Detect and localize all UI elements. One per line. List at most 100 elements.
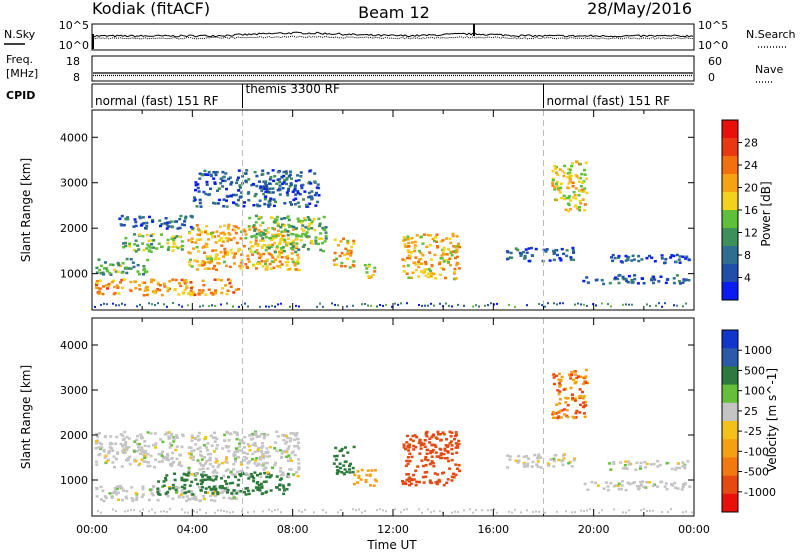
echo-cell [204, 491, 207, 494]
echo-cell [181, 496, 185, 499]
echo-cell [419, 447, 423, 450]
echo-cell [120, 278, 124, 282]
echo-cell [553, 459, 557, 463]
ground-scatter-cell [454, 510, 456, 513]
echo-cell [254, 192, 258, 196]
colorbar-cell [722, 192, 738, 211]
echo-cell [149, 250, 153, 254]
echo-cell [547, 464, 550, 467]
echo-cell [107, 449, 111, 453]
echo-cell [202, 478, 206, 482]
echo-cell [527, 247, 531, 250]
echo-cell [164, 456, 168, 459]
echo-cell [140, 458, 144, 461]
echo-cell [531, 460, 535, 464]
echo-cell [455, 235, 459, 238]
echo-cell [174, 245, 178, 248]
echo-cell [450, 458, 454, 462]
echo-cell [196, 227, 200, 230]
echo-cell [539, 456, 543, 459]
echo-cell [252, 479, 256, 483]
echo-cell [420, 262, 424, 265]
echo-cell [206, 442, 210, 445]
echo-cell [357, 474, 361, 478]
ground-scatter-cell [592, 303, 594, 306]
echo-cell [284, 170, 288, 173]
echo-cell [225, 482, 229, 486]
echo-cell [246, 254, 250, 257]
echo-cell [578, 189, 582, 193]
echo-cell [232, 454, 236, 457]
echo-cell [137, 442, 141, 446]
ground-scatter-cell [451, 511, 453, 514]
echo-cell [132, 265, 136, 269]
echo-cell [256, 449, 260, 453]
echo-cell [560, 196, 564, 200]
echo-cell [617, 281, 621, 285]
echo-cell [283, 228, 287, 232]
echo-cell [187, 490, 191, 493]
echo-cell [120, 444, 124, 448]
echo-cell [660, 254, 664, 257]
ground-scatter-cell [244, 302, 246, 305]
echo-cell [115, 487, 119, 490]
echo-cell [218, 239, 221, 242]
echo-cell [283, 217, 287, 220]
echo-cell [114, 442, 118, 445]
echo-cell [436, 430, 440, 434]
echo-cell [96, 286, 100, 290]
echo-cell [160, 233, 163, 236]
echo-cell [143, 289, 147, 292]
echo-cell [121, 449, 125, 453]
echo-cell [453, 245, 457, 249]
echo-cell [583, 203, 587, 206]
echo-cell [258, 256, 261, 260]
echo-cell [268, 252, 272, 256]
echo-cell [168, 446, 172, 449]
echo-cell [613, 256, 617, 260]
echo-cell [681, 281, 685, 284]
echo-cell [209, 494, 213, 498]
echo-cell [227, 449, 231, 453]
echo-cell [573, 457, 577, 460]
echo-cell [575, 175, 579, 178]
ground-scatter-cell [124, 510, 126, 513]
echo-cell [284, 260, 288, 264]
echo-cell [206, 173, 210, 177]
echo-cell [203, 251, 206, 254]
echo-cell [126, 457, 130, 460]
echo-cell [279, 449, 282, 452]
echo-cell [455, 444, 459, 448]
echo-cell [215, 268, 218, 271]
echo-cell [612, 462, 616, 465]
echo-cell [424, 431, 428, 434]
echo-cell [279, 226, 283, 229]
echo-cell [673, 481, 677, 485]
ground-scatter-cell [376, 305, 378, 308]
echo-cell [180, 278, 184, 282]
echo-cell [253, 431, 257, 435]
echo-cell [300, 219, 304, 223]
echo-cell [633, 277, 637, 281]
echo-cell [194, 183, 198, 187]
echo-cell [171, 451, 175, 455]
echo-cell [670, 254, 674, 257]
echo-cell [196, 186, 200, 190]
echo-cell [282, 174, 286, 178]
echo-cell [222, 198, 226, 201]
echo-cell [229, 470, 233, 474]
echo-cell [566, 403, 570, 407]
echo-cell [407, 250, 411, 254]
echo-cell [225, 458, 228, 461]
echo-cell [99, 447, 102, 451]
echo-cell [290, 225, 294, 228]
echo-cell [285, 440, 289, 444]
echo-cell [318, 237, 322, 240]
echo-cell [270, 260, 274, 263]
echo-cell [111, 449, 115, 452]
echo-cell [131, 261, 135, 264]
echo-cell [202, 444, 206, 447]
echo-cell [625, 279, 629, 283]
echo-cell [627, 460, 631, 463]
echo-cell [536, 457, 540, 460]
